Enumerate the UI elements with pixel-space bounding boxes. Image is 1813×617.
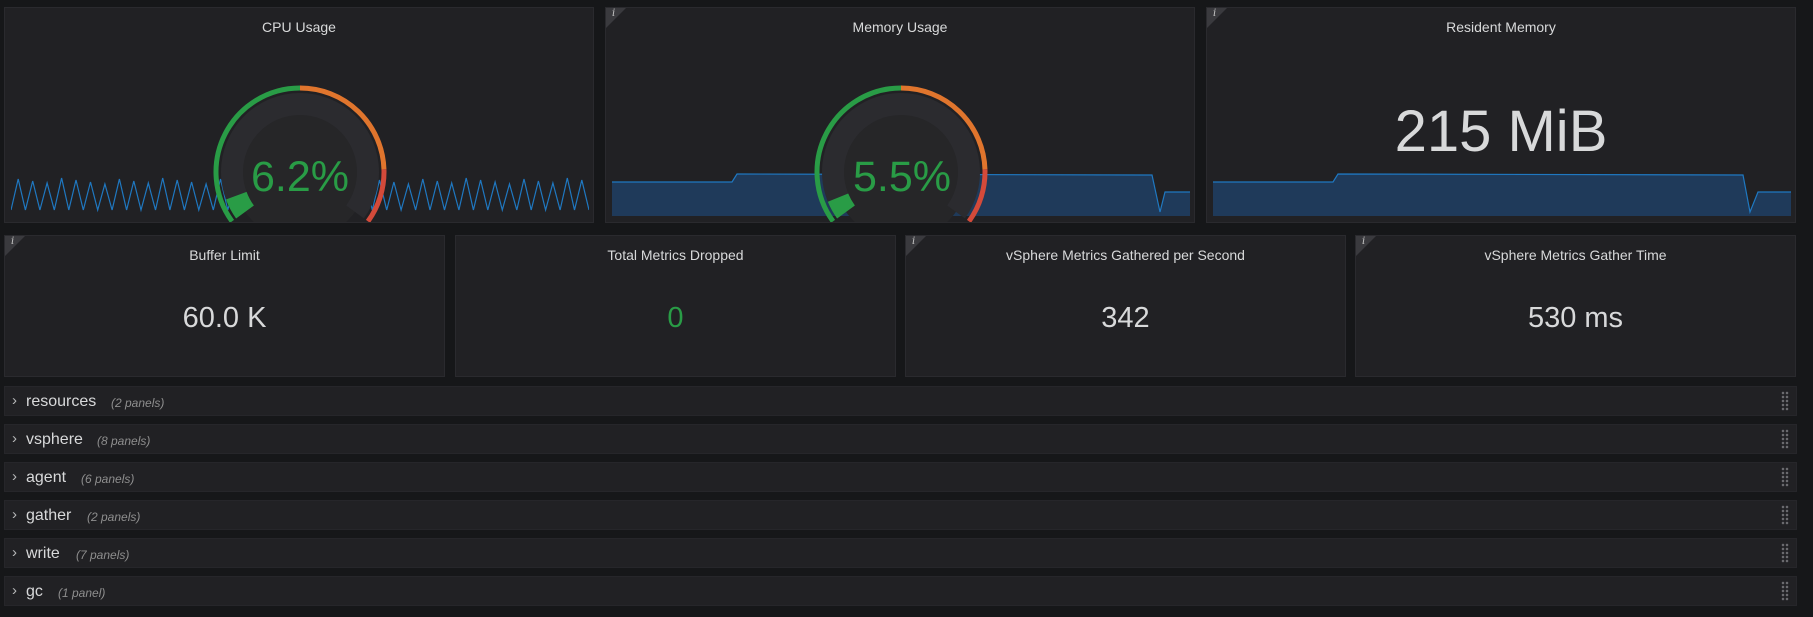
resident-memory-value: 215 MiB — [1394, 99, 1608, 164]
chevron-right-icon[interactable]: › — [12, 468, 17, 485]
row-panel-count: (8 panels) — [97, 434, 151, 448]
panel-title[interactable]: vSphere Metrics Gathered per Second — [1006, 247, 1245, 263]
row-title[interactable]: gc — [26, 583, 43, 600]
row-gather[interactable]: › gather (2 panels) — [4, 500, 1797, 530]
row-vsphere[interactable]: › vsphere (8 panels) — [4, 424, 1797, 454]
row-panel-count: (6 panels) — [81, 472, 135, 486]
drag-handle-icon[interactable] — [1781, 505, 1789, 525]
cpu-usage-value: 6.2% — [251, 153, 350, 201]
vsphere-gather-time-panel[interactable]: i vSphere Metrics Gather Time 530 ms — [1355, 235, 1796, 377]
row-panel-count: (7 panels) — [76, 548, 130, 562]
drag-handle-icon[interactable] — [1781, 467, 1789, 487]
cpu-usage-panel[interactable]: CPU Usage 6.2% — [4, 7, 594, 223]
row-title[interactable]: agent — [26, 469, 67, 486]
panel-title[interactable]: CPU Usage — [262, 19, 336, 35]
chevron-right-icon[interactable]: › — [12, 392, 17, 409]
row-panel-count: (2 panels) — [87, 510, 141, 524]
cpu-gauge — [213, 85, 387, 222]
info-icon[interactable]: i — [906, 236, 926, 256]
info-icon[interactable]: i — [1207, 8, 1227, 28]
memory-gauge — [814, 85, 988, 222]
row-panel-count: (1 panel) — [58, 586, 106, 600]
panel-title[interactable]: Total Metrics Dropped — [607, 247, 744, 263]
buffer-limit-panel[interactable]: i Buffer Limit 60.0 K — [4, 235, 445, 377]
panel-title[interactable]: Buffer Limit — [189, 247, 260, 263]
vsphere-metrics-gathered-panel[interactable]: i vSphere Metrics Gathered per Second 34… — [905, 235, 1346, 377]
total-metrics-dropped-panel[interactable]: Total Metrics Dropped 0 — [455, 235, 896, 377]
row-agent[interactable]: › agent (6 panels) — [4, 462, 1797, 492]
chevron-right-icon[interactable]: › — [12, 544, 17, 561]
total-metrics-dropped-value: 0 — [667, 302, 684, 334]
drag-handle-icon[interactable] — [1781, 581, 1789, 601]
drag-handle-icon[interactable] — [1781, 543, 1789, 563]
chevron-right-icon[interactable]: › — [12, 506, 17, 523]
row-title[interactable]: vsphere — [26, 431, 83, 448]
chevron-right-icon[interactable]: › — [12, 430, 17, 447]
panel-title[interactable]: Memory Usage — [852, 19, 948, 35]
memory-usage-value: 5.5% — [853, 153, 952, 201]
panel-title[interactable]: Resident Memory — [1446, 19, 1556, 35]
row-title[interactable]: gather — [26, 507, 72, 524]
row-gc[interactable]: › gc (1 panel) — [4, 576, 1797, 606]
row-panel-count: (2 panels) — [111, 396, 165, 410]
info-icon[interactable]: i — [5, 236, 25, 256]
row-write[interactable]: › write (7 panels) — [4, 538, 1797, 568]
info-icon[interactable]: i — [606, 8, 626, 28]
row-resources[interactable]: › resources (2 panels) — [4, 386, 1797, 416]
info-icon[interactable]: i — [1356, 236, 1376, 256]
buffer-limit-value: 60.0 K — [182, 302, 267, 334]
row-title[interactable]: write — [26, 545, 60, 562]
drag-handle-icon[interactable] — [1781, 429, 1789, 449]
resident-memory-sparkline — [1213, 173, 1791, 216]
vsphere-gather-time-value: 530 ms — [1527, 302, 1624, 334]
resident-memory-panel[interactable]: i Resident Memory 215 MiB — [1206, 7, 1796, 223]
panel-title[interactable]: vSphere Metrics Gather Time — [1484, 247, 1667, 263]
memory-usage-panel[interactable]: i Memory Usage 5.5% — [605, 7, 1195, 223]
row-title[interactable]: resources — [26, 393, 97, 410]
chevron-right-icon[interactable]: › — [12, 582, 17, 599]
vsphere-metrics-gathered-value: 342 — [1101, 302, 1150, 334]
drag-handle-icon[interactable] — [1781, 391, 1789, 411]
